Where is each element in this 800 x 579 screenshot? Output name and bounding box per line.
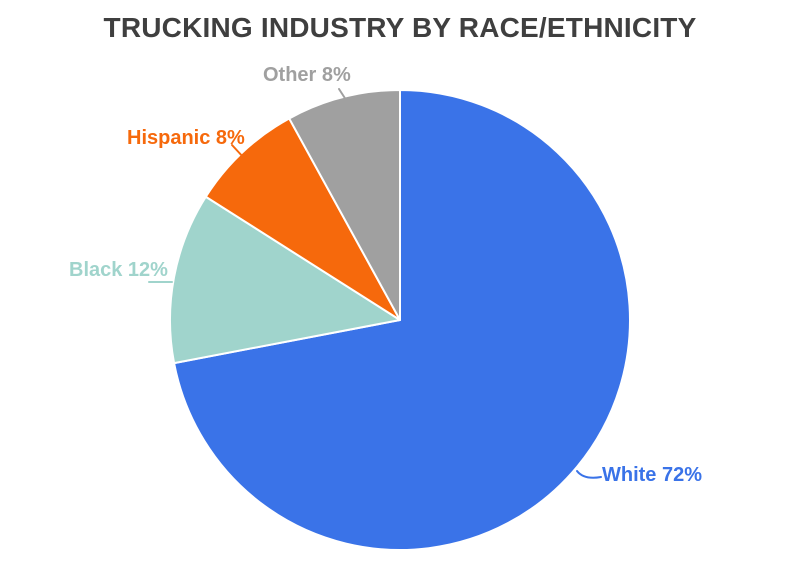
leader-line-hispanic (231, 144, 245, 159)
pie-slice-white[interactable] (173, 89, 631, 551)
pie-slice-other[interactable] (288, 89, 401, 321)
slice-label-white: White 72% (602, 464, 703, 486)
chart-title: TRUCKING INDUSTRY BY RACE/ETHNICITY (103, 12, 697, 43)
slice-label-other: Other 8% (263, 64, 351, 86)
leader-line-white (576, 470, 602, 479)
slice-label-black: Black 12% (69, 259, 168, 281)
slice-label-hispanic: Hispanic 8% (127, 127, 245, 149)
pie-slice-black[interactable] (169, 195, 401, 365)
pie-slice-hispanic[interactable] (204, 117, 401, 321)
leader-line-other (338, 88, 351, 107)
